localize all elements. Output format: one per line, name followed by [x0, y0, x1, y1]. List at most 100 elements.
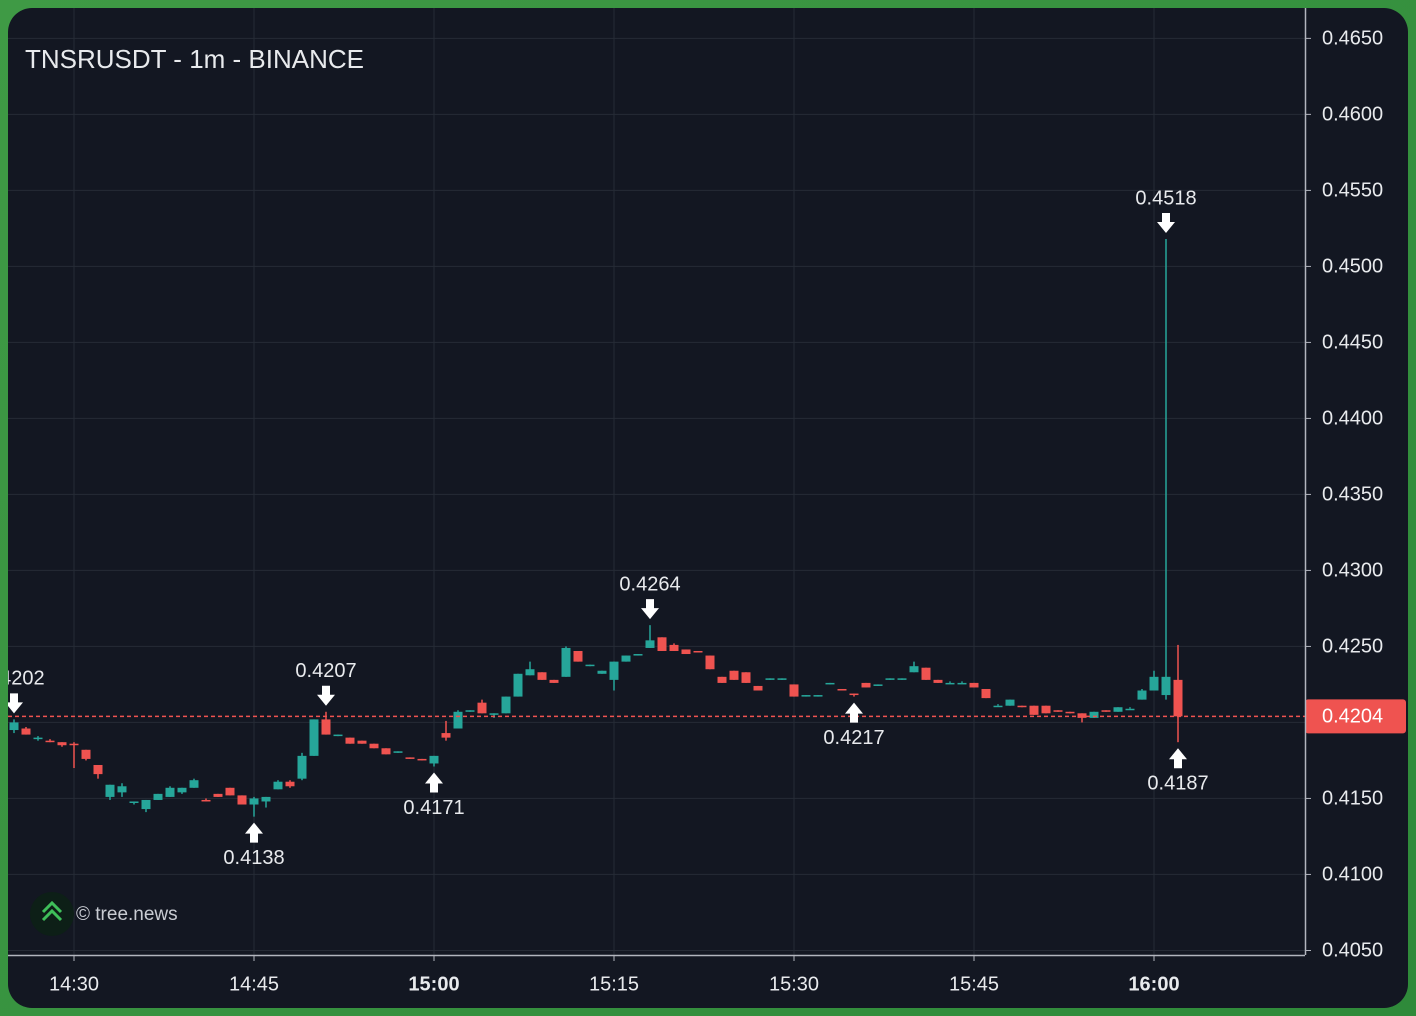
x-tick-label: 15:30	[769, 973, 819, 995]
price-marker: 0.4138	[223, 822, 285, 869]
candle-body	[249, 798, 259, 805]
candle-body	[465, 710, 475, 712]
marker-label: 0.4202	[0, 668, 45, 690]
candle-body	[9, 722, 19, 731]
candle-body	[477, 702, 487, 714]
panel	[8, 8, 1408, 1008]
candle-body	[105, 784, 115, 797]
candle-body	[801, 695, 811, 697]
candle-body	[309, 719, 319, 756]
marker-arrow	[845, 702, 863, 723]
candle-body	[177, 787, 187, 793]
candle-body	[69, 743, 79, 746]
y-tick-label: 0.4100	[1322, 864, 1383, 886]
candle-body	[657, 637, 667, 651]
candle-body	[165, 787, 175, 797]
candle-body	[297, 755, 307, 779]
candle-body	[501, 696, 511, 714]
marker-arrow	[245, 822, 263, 843]
candle-body	[285, 781, 295, 787]
y-tick-label: 0.4400	[1322, 408, 1383, 430]
candle-body	[993, 705, 1003, 708]
candle-body	[405, 757, 415, 759]
y-tick-label: 0.4500	[1322, 256, 1383, 278]
candle-body	[645, 640, 655, 648]
candle-body	[321, 719, 331, 735]
candle-body	[369, 743, 379, 749]
candle-body	[1005, 699, 1015, 706]
candle-body	[225, 787, 235, 796]
watermark: © tree.news	[30, 892, 178, 936]
candle-body	[1137, 690, 1147, 700]
candle-body	[669, 644, 679, 651]
candle-body	[429, 755, 439, 764]
marker-label: 0.4207	[295, 660, 356, 682]
candle-body	[921, 667, 931, 680]
marker-arrow	[425, 772, 443, 793]
candle-body	[153, 793, 163, 800]
candle-body	[57, 742, 67, 746]
candle-body	[609, 661, 619, 680]
marker-label: 0.4217	[823, 727, 884, 749]
candle-body	[189, 780, 199, 788]
candle-body	[885, 678, 895, 680]
candle-body	[129, 801, 139, 803]
candle-body	[417, 758, 427, 761]
candle-body	[453, 711, 463, 729]
y-tick-label: 0.4050	[1322, 940, 1383, 962]
candle-body	[81, 749, 91, 759]
candle-body	[753, 685, 763, 691]
marker-label: 0.4138	[223, 847, 284, 869]
price-marker: 0.4187	[1147, 748, 1209, 794]
price-marker: 0.4264	[619, 573, 681, 620]
candle-body	[525, 669, 535, 676]
candle-body	[1053, 710, 1063, 712]
candle-body	[957, 682, 967, 685]
candle-body	[33, 737, 43, 740]
candle-body	[1113, 707, 1123, 712]
candle-body	[825, 682, 835, 685]
price-marker: 0.4202	[0, 668, 45, 714]
candle-body	[261, 796, 271, 802]
y-tick-label: 0.4600	[1322, 104, 1383, 126]
candle-body	[981, 688, 991, 699]
candle-body	[729, 670, 739, 680]
candle-body	[1173, 679, 1183, 717]
candle-body	[789, 684, 799, 697]
y-tick-label: 0.4650	[1322, 28, 1383, 50]
candle-body	[813, 695, 823, 697]
candle-body	[765, 678, 775, 680]
marker-arrow	[1169, 748, 1187, 769]
marker-arrow	[317, 685, 335, 706]
candle-body	[909, 666, 919, 673]
candle-body	[693, 650, 703, 653]
candle-body	[597, 670, 607, 674]
marker-label: 0.4187	[1147, 772, 1208, 794]
candle-body	[201, 799, 211, 802]
candle-body	[1065, 711, 1075, 714]
candle-body	[717, 676, 727, 683]
candle-body	[969, 682, 979, 688]
candle-body	[357, 740, 367, 744]
marker-label: 0.4264	[619, 573, 680, 595]
candle-body	[705, 655, 715, 670]
logo	[30, 892, 74, 936]
candle-body	[45, 740, 55, 743]
candle-body	[141, 799, 151, 810]
y-tick-label: 0.4550	[1322, 180, 1383, 202]
y-tick-label: 0.4150	[1322, 788, 1383, 810]
chart-title: TNSRUSDT - 1m - BINANCE	[25, 44, 364, 74]
candle-body	[1125, 708, 1135, 711]
x-tick-label: 15:00	[408, 973, 459, 995]
price-marker: 0.4207	[295, 660, 357, 706]
candle-body	[513, 673, 523, 697]
y-tick-label: 0.4450	[1322, 332, 1383, 354]
candle-body	[1089, 711, 1099, 718]
last-price-label: 0.4204	[1322, 706, 1383, 728]
candle-body	[861, 682, 871, 688]
candle-body	[333, 734, 343, 737]
candle-body	[549, 679, 559, 683]
marker-arrow	[1157, 213, 1175, 234]
candle-body	[621, 655, 631, 662]
marker-arrow	[8, 693, 23, 714]
